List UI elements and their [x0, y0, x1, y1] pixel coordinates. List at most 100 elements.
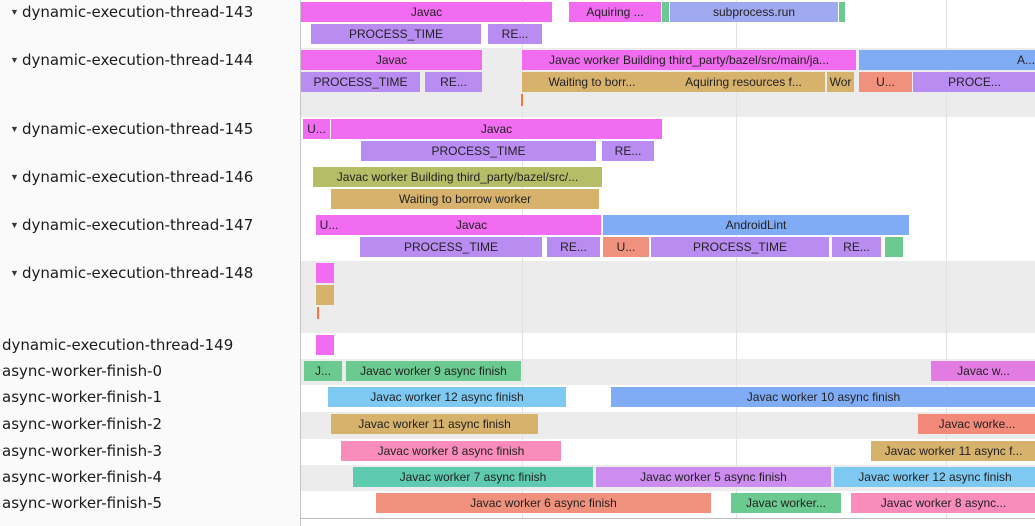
track-label-row[interactable]: ▼ dynamic-execution-thread-145	[0, 117, 300, 165]
timeline-slice[interactable]: Waiting to borrow worker	[331, 189, 599, 209]
timeline-slice[interactable]: PROCE...	[913, 72, 1035, 92]
track-lane[interactable]: Javac worker 7 async finish Javac worker …	[301, 465, 1035, 491]
timeline-slice[interactable]: Javac worker Building third_party/bazel/…	[522, 50, 856, 70]
timeline-slice[interactable]: Javac worker 12 async finish	[834, 467, 1035, 487]
timeline-slice-small[interactable]	[316, 285, 334, 305]
track-name-sidebar: ▼ dynamic-execution-thread-143 ▼ dynamic-ex…	[0, 0, 301, 526]
timeline-slice[interactable]: Wor	[827, 72, 854, 92]
time-gridline	[946, 0, 947, 518]
track-name: async-worker-finish-4	[2, 468, 163, 486]
timeline-slice[interactable]: Javac worker 11 async finish	[331, 414, 538, 434]
timeline-slice[interactable]: PROCESS_TIME	[311, 24, 481, 44]
track-lane[interactable]: Javac worker 12 async finish Javac worker…	[301, 385, 1035, 412]
track-lane[interactable]: U... Javac PROCESS_TIME RE...	[301, 117, 1035, 165]
timeline-slice-small[interactable]	[316, 335, 334, 355]
timeline-slice-small[interactable]	[316, 263, 334, 283]
timeline-slice[interactable]: Javac	[342, 215, 601, 235]
track-label-row[interactable]: async-worker-finish-2	[0, 412, 300, 439]
timeline-slice-small[interactable]	[839, 2, 845, 22]
track-lane[interactable]: Javac Javac worker Building third_party/b…	[301, 48, 1035, 117]
timeline-slice[interactable]: RE...	[488, 24, 542, 44]
timeline-slice[interactable]: Javac worke...	[918, 414, 1035, 434]
track-label-row[interactable]: async-worker-finish-0	[0, 359, 300, 385]
track-label-row[interactable]: async-worker-finish-4	[0, 465, 300, 491]
track-label-row[interactable]: async-worker-finish-3	[0, 439, 300, 465]
track-label-row[interactable]: ▼ dynamic-execution-thread-144	[0, 48, 300, 117]
timeline-slice[interactable]: PROCESS_TIME	[301, 72, 420, 92]
track-lanes: Javac Aquiring ... subprocess.run PROCESS_T…	[301, 0, 1035, 519]
timeline-slice[interactable]: Javac worker 5 async finish	[596, 467, 831, 487]
timeline-slice[interactable]: Aquiring ...	[569, 2, 661, 22]
timeline-slice[interactable]: A...	[859, 50, 1035, 70]
timeline-slice[interactable]: Javac worker 6 async finish	[376, 493, 711, 513]
track-name: dynamic-execution-thread-149	[2, 336, 234, 354]
track-name: async-worker-finish-0	[2, 362, 163, 380]
timeline-slice[interactable]: Javac	[301, 50, 482, 70]
timeline-canvas[interactable]: Javac Aquiring ... subprocess.run PROCESS_T…	[301, 0, 1035, 526]
timeline-slice[interactable]: Javac worker 12 async finish	[328, 387, 566, 407]
track-lane[interactable]: Javac worker Building third_party/bazel/…	[301, 165, 1035, 213]
track-label-row[interactable]: async-worker-finish-5	[0, 491, 300, 518]
timeline-slice[interactable]: J...	[304, 361, 342, 381]
timeline-slice[interactable]: PROCESS_TIME	[651, 237, 829, 257]
timeline-slice[interactable]: Aquiring resources f...	[662, 72, 825, 92]
track-name: dynamic-execution-thread-147	[22, 216, 254, 234]
track-lane[interactable]: U... Javac AndroidLint PROCESS_TIME RE... U..…	[301, 213, 1035, 261]
track-label-row[interactable]: ▼ dynamic-execution-thread-143	[0, 0, 300, 48]
track-lane[interactable]: Javac Aquiring ... subprocess.run PROCESS_T…	[301, 0, 1035, 48]
collapse-arrow-icon[interactable]: ▼	[10, 172, 19, 182]
track-label-row[interactable]: async-worker-finish-1	[0, 385, 300, 412]
track-name: async-worker-finish-3	[2, 442, 163, 460]
track-label-row[interactable]: ▼ dynamic-execution-thread-147	[0, 213, 300, 261]
track-name: dynamic-execution-thread-143	[22, 3, 254, 21]
time-gridline	[522, 0, 523, 518]
timeline-slice-small[interactable]	[662, 2, 669, 22]
track-lane[interactable]	[301, 261, 1035, 333]
timeline-slice[interactable]: Javac	[331, 119, 662, 139]
timeline-slice[interactable]: Javac worker 10 async finish	[611, 387, 1035, 407]
timeline-slice[interactable]: RE...	[832, 237, 881, 257]
timeline-slice[interactable]: U...	[303, 119, 330, 139]
timeline-slice[interactable]: subprocess.run	[670, 2, 838, 22]
timeline-slice[interactable]: Javac worker...	[731, 493, 841, 513]
timeline-slice[interactable]: Waiting to borr...	[522, 72, 662, 92]
track-lane[interactable]: Javac worker 11 async finish Javac worke.…	[301, 412, 1035, 439]
track-lane[interactable]: J... Javac worker 9 async finish Javac w..…	[301, 359, 1035, 385]
track-label-row[interactable]: dynamic-execution-thread-149	[0, 333, 300, 359]
collapse-arrow-icon[interactable]: ▼	[10, 55, 19, 65]
timeline-slice[interactable]: PROCESS_TIME	[361, 141, 596, 161]
timeline-slice[interactable]: Javac w...	[931, 361, 1035, 381]
collapse-arrow-icon[interactable]: ▼	[10, 7, 19, 17]
collapse-arrow-icon[interactable]: ▼	[10, 220, 19, 230]
timeline-slice[interactable]: Javac worker 11 async f...	[871, 441, 1035, 461]
track-lane[interactable]: Javac worker 8 async finish Javac worker …	[301, 439, 1035, 465]
collapse-arrow-icon[interactable]: ▼	[10, 268, 19, 278]
timeline-slice[interactable]: AndroidLint	[603, 215, 909, 235]
time-gridline	[736, 0, 737, 518]
track-lane[interactable]: Javac worker 6 async finish Javac worker.…	[301, 491, 1035, 518]
timeline-slice[interactable]: U...	[316, 215, 342, 235]
timeline-slice[interactable]: Javac worker 8 async...	[851, 493, 1035, 513]
timeline-slice[interactable]: RE...	[425, 72, 482, 92]
timeline-slice[interactable]: Javac	[301, 2, 552, 22]
timeline-slice[interactable]: Javac worker 8 async finish	[341, 441, 561, 461]
timeline-slice[interactable]: Javac worker 9 async finish	[346, 361, 521, 381]
collapse-arrow-icon[interactable]: ▼	[10, 124, 19, 134]
timeline-slice-small[interactable]	[885, 237, 903, 257]
track-label-row[interactable]: ▼ dynamic-execution-thread-148	[0, 261, 300, 333]
track-label-row[interactable]: ▼ dynamic-execution-thread-146	[0, 165, 300, 213]
track-name: async-worker-finish-1	[2, 388, 163, 406]
track-name: dynamic-execution-thread-145	[22, 120, 254, 138]
track-lane[interactable]	[301, 333, 1035, 359]
timeline-slice[interactable]: Javac worker Building third_party/bazel/…	[313, 167, 602, 187]
timeline-slice[interactable]: Javac worker 7 async finish	[353, 467, 593, 487]
timeline-slice[interactable]: PROCESS_TIME	[360, 237, 542, 257]
timeline-slice[interactable]: RE...	[602, 141, 654, 161]
timeline-slice[interactable]: RE...	[547, 237, 600, 257]
timeline-slice-small[interactable]	[317, 307, 319, 319]
track-name: dynamic-execution-thread-146	[22, 168, 254, 186]
timeline-slice-small[interactable]	[521, 94, 523, 106]
timeline-slice[interactable]: U...	[859, 72, 912, 92]
timeline-slice[interactable]: U...	[603, 237, 649, 257]
